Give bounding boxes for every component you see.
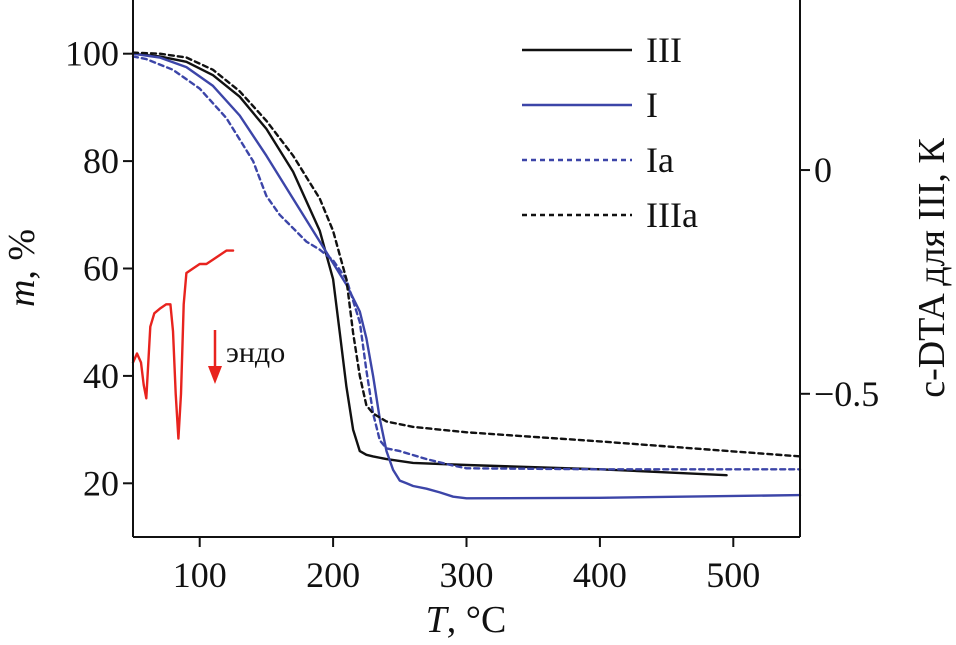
y2-axis-label: c-DTA для III, К: [911, 138, 953, 398]
x-axis-unit: , °C: [447, 599, 507, 641]
x-tick-label: 500: [706, 555, 760, 595]
legend-label: III: [646, 30, 682, 70]
y-tick-label: 60: [83, 249, 119, 289]
y-tick-label: 40: [83, 356, 119, 396]
endo-label: эндо: [226, 336, 285, 369]
endo-arrow-head: [208, 366, 222, 384]
series-line-i: [131, 52, 802, 500]
y-tick-label: 80: [83, 141, 119, 181]
endo-annotation: эндо: [208, 330, 285, 384]
legend-label: I: [646, 85, 658, 125]
y-tick-label: 20: [83, 463, 119, 503]
y2-ticks: 0 −0.5: [800, 150, 879, 414]
y-ticks: 20 40 60 80 100: [65, 34, 133, 503]
series-line-iii: [131, 52, 728, 477]
y-tick-label: 100: [65, 34, 119, 74]
axes-frame: [132, 0, 801, 538]
x-tick-label: 300: [440, 555, 494, 595]
legend-label: Ia: [646, 140, 674, 180]
plot-lines: [131, 51, 802, 500]
x-tick-label: 200: [306, 555, 360, 595]
series-line-ia: [131, 55, 802, 471]
y-axis-unit: , %: [1, 229, 43, 280]
y-axis-variable: m: [1, 280, 43, 307]
y-axis-label: m, %: [1, 229, 43, 307]
x-axis-label: T, °C: [426, 599, 507, 641]
x-tick-label: 400: [573, 555, 627, 595]
x-tick-label: 100: [173, 555, 227, 595]
series-line-c-dta-iii: [131, 249, 235, 440]
y2-tick-label: 0: [814, 150, 832, 190]
series-line-iiia: [131, 51, 802, 458]
x-ticks: 100 200 300 400 500: [173, 537, 760, 595]
y2-tick-label: −0.5: [814, 374, 879, 414]
legend-label: IIIa: [646, 195, 698, 235]
x-axis-variable: T: [426, 599, 450, 641]
